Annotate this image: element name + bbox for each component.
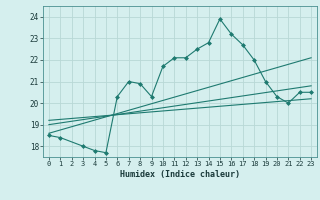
X-axis label: Humidex (Indice chaleur): Humidex (Indice chaleur)	[120, 170, 240, 179]
